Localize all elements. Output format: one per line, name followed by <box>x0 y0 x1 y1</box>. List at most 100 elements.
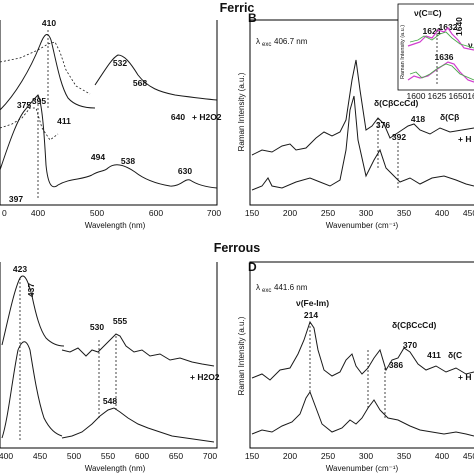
tick-label: 600 <box>135 451 149 461</box>
tick-label: 300 <box>359 451 373 461</box>
tick-label: 450 <box>33 451 47 461</box>
peak-label: 375 <box>17 100 31 110</box>
chart-ferric-raman: Raman Intensity (a.u.) λ exc 406.7 nm 15… <box>237 3 474 230</box>
peak-label: 555 <box>113 316 127 326</box>
peak-label: 640 <box>171 112 185 122</box>
x-axis-label: Wavenumber (cm⁻¹) <box>326 464 399 473</box>
peak-label: 397 <box>9 194 23 204</box>
peak-label: 370 <box>403 340 417 350</box>
axes-ferric-raman <box>249 19 474 206</box>
absorption-trace-h2o2 <box>61 407 215 443</box>
x-axis-label: Wavenumber (cm⁻¹) <box>326 221 399 230</box>
peak-label: 395 <box>32 96 46 106</box>
inset-title: ν(C=C) <box>414 8 442 18</box>
inset-frame <box>397 3 474 91</box>
peak-label: 386 <box>389 360 403 370</box>
annotation-h2o2: + H <box>458 134 471 144</box>
absorption-trace <box>1 341 63 439</box>
axes-ferrous-raman <box>249 261 474 449</box>
panel-letter-d: D <box>248 260 257 274</box>
x-axis-label: Wavelength (nm) <box>85 221 146 230</box>
inset-ylabel: Raman Intensity (a.u.) <box>400 25 406 79</box>
inset-trace-lower-fit <box>409 63 474 81</box>
tick-label: 350 <box>397 451 411 461</box>
peak-label: 411 <box>57 116 71 126</box>
axes-ferrous-absorption <box>0 262 218 449</box>
inset-trace-upper-fit <box>409 31 474 49</box>
excitation-value: 406.7 nm <box>274 37 308 46</box>
tick-label: 250 <box>321 451 335 461</box>
chart-ferrous-raman: Raman Intensity (a.u.) λ exc 441.6 nm 15… <box>237 261 474 473</box>
tick-label: 650 <box>169 451 183 461</box>
peak-label: 410 <box>42 18 56 28</box>
tick-label: 500 <box>67 451 81 461</box>
peak-label: 214 <box>304 310 318 320</box>
tick-label: 300 <box>359 208 373 218</box>
y-axis-label: Raman Intensity (a.u.) <box>237 72 246 151</box>
tick-label: 250 <box>321 208 335 218</box>
peak-label: 530 <box>90 322 104 332</box>
panel-letter-b: B <box>248 11 257 25</box>
tick-label: 450 <box>463 208 474 218</box>
peak-label: 532 <box>113 58 127 68</box>
peak-label: 392 <box>392 132 406 142</box>
mode-label: ν(Fe-Im) <box>296 298 329 308</box>
excitation-sub: exc <box>262 288 271 294</box>
peak-label: 568 <box>133 78 147 88</box>
tick-label: 500 <box>90 208 104 218</box>
peak-label: 418 <box>411 114 425 124</box>
raman-trace-h2o2 <box>251 320 474 381</box>
x-axis-label: Wavelength (nm) <box>85 464 146 473</box>
tick-label: 200 <box>283 451 297 461</box>
section-title-ferrous: Ferrous <box>214 241 261 255</box>
inset-tick: 16 <box>467 91 474 101</box>
absorption-trace <box>1 275 65 347</box>
excitation-value: 441.6 nm <box>274 283 308 292</box>
tick-label: 400 <box>435 208 449 218</box>
inset-peak-label: ν <box>468 40 473 50</box>
annotation-h2o2: + H2O2 <box>192 112 222 122</box>
tick-label: 200 <box>283 208 297 218</box>
peak-label: 411 <box>427 350 441 360</box>
tick-label: 600 <box>149 208 163 218</box>
mode-label: δ(C <box>448 350 462 360</box>
inset-peak-label: 1632 <box>439 22 458 32</box>
annotation-h2o2: + H2O2 <box>190 372 220 382</box>
inset-tick: 1625 <box>428 91 447 101</box>
tick-label: 450 <box>463 451 474 461</box>
inset-cc-stretch: Raman Intensity (a.u.) ν(C=C) 1621 1632 … <box>397 3 474 101</box>
excitation-sub: exc <box>262 42 271 48</box>
tick-label: 150 <box>245 208 259 218</box>
inset-tick: 1600 <box>407 91 426 101</box>
peak-label: 376 <box>376 120 390 130</box>
y-axis-label: Raman Intensity (a.u.) <box>237 316 246 395</box>
raman-trace <box>251 390 474 437</box>
tick-label: 150 <box>245 451 259 461</box>
absorption-trace <box>0 34 96 111</box>
absorption-trace <box>0 94 93 188</box>
axes-ferric-absorption <box>0 20 218 206</box>
peak-label: 423 <box>13 264 27 274</box>
raman-trace-h2o2 <box>251 59 474 156</box>
chart-ferrous-absorption: 400 450 500 550 600 650 700 Wavelength (… <box>0 262 220 473</box>
inset-trace-upper <box>407 27 474 51</box>
tick-label: 400 <box>0 451 13 461</box>
inset-peak-label: 1640 <box>454 17 464 36</box>
tick-label: 550 <box>101 451 115 461</box>
absorption-trace-h2o2 <box>61 333 215 367</box>
tick-label: 400 <box>435 451 449 461</box>
mode-label: δ(CβCcCd) <box>392 320 437 330</box>
mode-label: δ(Cβ <box>440 112 459 122</box>
mode-label: δ(CβCcCd) <box>374 98 419 108</box>
tick-label: 0 <box>2 208 7 218</box>
inset-peak-label: 1636 <box>435 52 454 62</box>
absorption-trace <box>94 54 218 101</box>
peak-label: 630 <box>178 166 192 176</box>
excitation-prefix: λ <box>256 283 260 292</box>
raman-trace <box>251 95 474 191</box>
absorption-trace-h2o2 <box>0 41 91 95</box>
tick-label: 400 <box>31 208 45 218</box>
absorption-trace-h2o2 <box>0 107 59 141</box>
tick-label: 700 <box>207 208 221 218</box>
